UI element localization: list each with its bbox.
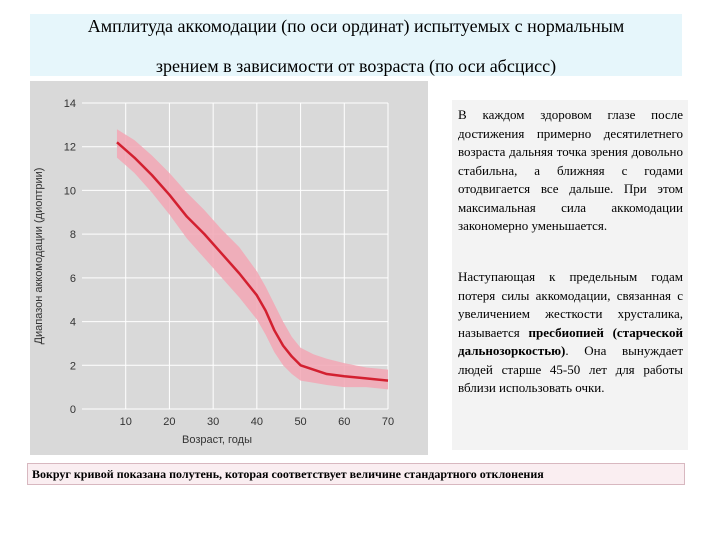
title-line-2: зрением в зависимости от возраста (по ос…: [155, 56, 557, 76]
y-tick-label-10: 10: [64, 185, 76, 197]
footnote: Вокруг кривой показана полутень, которая…: [27, 463, 685, 485]
y-tick-label-0: 0: [70, 404, 76, 416]
presbyopia-term: пресбиопией (старческой дальнозоркостью): [458, 324, 683, 359]
explanation-paragraph-2: Наступающая к предельным годам потеря си…: [458, 268, 683, 398]
x-tick-label-50: 50: [294, 416, 306, 428]
x-tick-label-60: 60: [338, 416, 350, 428]
title-line-1: Амплитуда аккомодации (по оси ординат) и…: [87, 16, 625, 36]
std-band: [116, 129, 388, 390]
x-tick-label-70: 70: [382, 416, 394, 428]
y-tick-label-6: 6: [70, 273, 76, 285]
title-banner: Амплитуда аккомодации (по оси ординат) и…: [30, 14, 682, 76]
y-tick-label-8: 8: [70, 229, 76, 241]
y-axis-title: Диапазон аккомодации (диоптрии): [33, 168, 45, 345]
x-tick-label-40: 40: [251, 416, 263, 428]
chart-panel: 10 20 30 40 50 60 70 0 2 4 6 8 10 12 14 Возраст, годы …: [30, 81, 428, 455]
paragraph-2-text-end: . Она вынуждает людей старше 45-50 лет д…: [458, 343, 683, 395]
series-line: [116, 141, 389, 382]
explanation-box: В каждом здоровом глазе после достижения…: [452, 100, 688, 450]
y-tick-label-14: 14: [64, 98, 76, 110]
y-tick-label-12: 12: [64, 142, 76, 154]
tick-labels: 10 20 30 40 50 60 70 0 2 4 6 8 10 12 14: [64, 98, 394, 428]
explanation-paragraph-1: В каждом здоровом глазе после достижения…: [458, 107, 683, 233]
paragraph-2-text-start: Наступающая к предельным годам потеря си…: [458, 269, 683, 340]
accommodation-curve: [116, 141, 389, 382]
x-axis-title: Возраст, годы: [182, 434, 252, 446]
y-tick-label-2: 2: [70, 360, 76, 372]
x-tick-label-10: 10: [120, 416, 132, 428]
y-tick-label-4: 4: [70, 317, 76, 329]
x-tick-label-30: 30: [207, 416, 219, 428]
std-deviation-band: [116, 129, 388, 390]
x-tick-label-20: 20: [163, 416, 175, 428]
